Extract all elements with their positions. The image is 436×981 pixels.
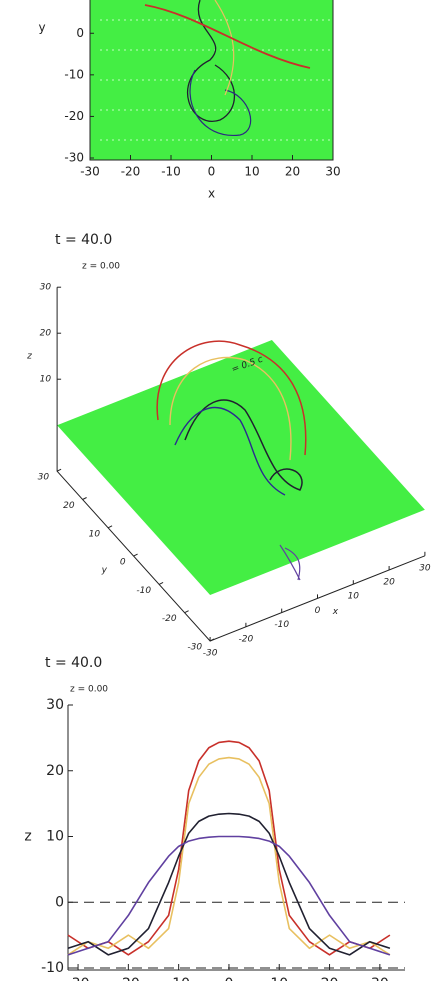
x-tick-label: 10 <box>348 592 360 602</box>
x-axis-label: x <box>332 607 339 617</box>
x-tick-label: 0 <box>208 165 216 179</box>
y-tick-label: 0 <box>55 894 64 910</box>
title: t = 40.0 <box>45 655 102 671</box>
y-tick-label: -10 <box>64 67 84 81</box>
x-tick-label: -10 <box>161 165 181 179</box>
x-tick-label: 30 <box>419 563 431 573</box>
x-tick-label: -10 <box>167 976 190 981</box>
subtitle: z = 0.00 <box>82 262 120 272</box>
field-map-panel <box>90 0 333 160</box>
field-3d-panel: t = 40.0 z = 0.00 30 20 10 z 30 20 10 0 -10 -20 -30 y… <box>26 232 431 659</box>
y-tick <box>56 468 62 472</box>
field-line <box>279 544 301 581</box>
x-tick-label: 30 <box>325 165 340 179</box>
field-background <box>90 0 333 160</box>
y-tick <box>82 497 87 500</box>
y-tick-label: -30 <box>64 151 84 165</box>
series-line <box>67 812 391 956</box>
y-tick-label: -10 <box>136 586 151 596</box>
y-tick <box>133 553 138 557</box>
x-tick-label: 0 <box>224 976 233 981</box>
field-line <box>169 356 292 461</box>
series-line <box>67 756 391 956</box>
z-axis-label: z <box>26 352 32 362</box>
y-tick-label: 0 <box>120 558 126 568</box>
y-axis-label: y <box>101 566 108 576</box>
series-line <box>67 835 391 956</box>
y-tick-label: 30 <box>38 473 50 483</box>
field-line <box>214 0 235 96</box>
x-tick-label: 10 <box>270 976 288 981</box>
y-tick-label: 0 <box>76 26 84 40</box>
y-tick-label: 20 <box>46 763 64 779</box>
x-tick-label: 10 <box>244 165 259 179</box>
y-tick <box>184 610 189 614</box>
field-line <box>174 406 286 496</box>
y-tick-label: 20 <box>63 501 75 511</box>
x-tick-label: 20 <box>321 976 339 981</box>
field-line <box>144 4 311 69</box>
field-line <box>156 340 307 456</box>
title: t = 40.0 <box>55 232 112 248</box>
x-tick-label: -10 <box>274 620 289 630</box>
y-tick-label: 30 <box>46 697 64 713</box>
y-tick-label: 10 <box>46 829 64 845</box>
z-tick-label: 10 <box>40 375 52 385</box>
x-tick-label: 30 <box>371 976 389 981</box>
y-tick-label: -10 <box>41 960 64 976</box>
x-tick-label: 20 <box>285 165 300 179</box>
x-tick-label: 20 <box>383 578 395 588</box>
x-tick-label: 0 <box>315 606 321 616</box>
y-tick-label: 10 <box>89 529 101 539</box>
y-tick <box>107 525 113 529</box>
x-tick-label: -20 <box>239 634 254 644</box>
x-tick-label: -30 <box>80 165 100 179</box>
series-line <box>67 740 391 956</box>
x-tick-label: -30 <box>203 649 218 659</box>
y-tick-label: -30 <box>187 643 202 653</box>
y-axis-label: y <box>38 21 45 35</box>
field-line <box>186 0 236 122</box>
x-tick-label: -20 <box>117 976 140 981</box>
z-tick-label: 20 <box>40 329 52 339</box>
subtitle: z = 0.00 <box>70 685 108 695</box>
y-tick-label: -20 <box>64 109 84 123</box>
x-tick-label: -30 <box>67 976 90 981</box>
y-tick <box>209 638 215 642</box>
x-axis-label: x <box>208 187 215 201</box>
field-line <box>184 399 303 491</box>
y-tick <box>158 581 164 585</box>
y-axis-label: z <box>24 829 31 845</box>
field-plane <box>57 340 425 595</box>
z-tick-label: 30 <box>40 283 52 293</box>
y-tick-label: -20 <box>162 614 177 624</box>
field-line <box>189 69 252 136</box>
x-tick-label: -20 <box>121 165 141 179</box>
